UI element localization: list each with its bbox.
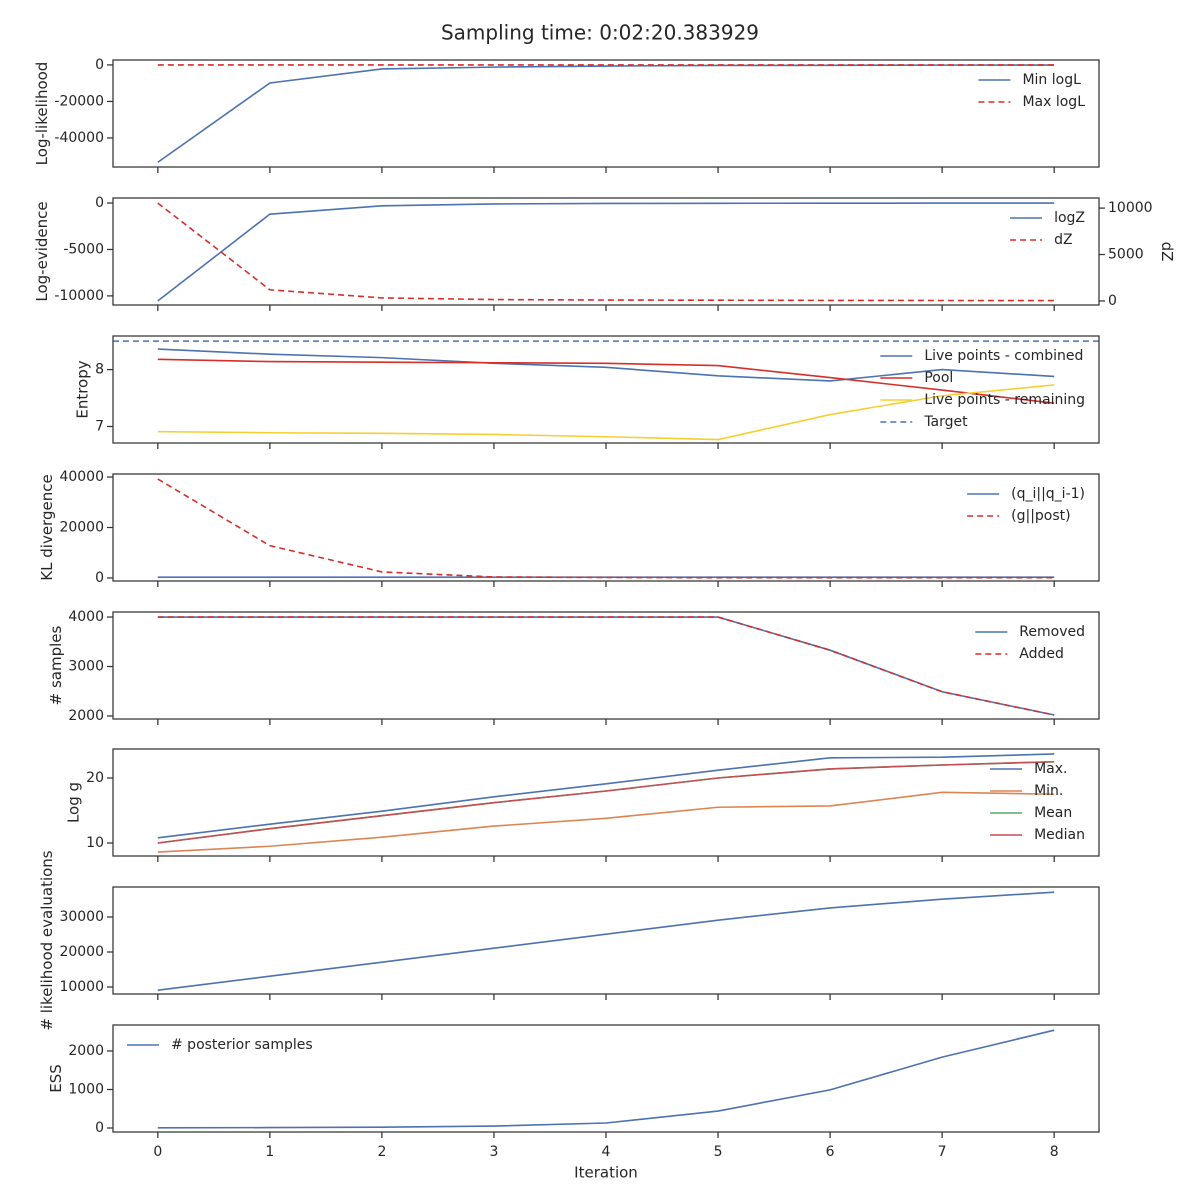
x-tick-label: 5 — [714, 1144, 723, 1160]
series-line — [157, 891, 1055, 991]
y-tick-label: 20000 — [59, 520, 104, 536]
legend-label: Target — [923, 414, 968, 430]
axes-frame — [112, 59, 1100, 168]
y-tick-label: 0 — [95, 57, 104, 73]
legend-label: Max. — [1034, 761, 1067, 777]
axes-frame — [112, 1024, 1100, 1133]
figure-title: Sampling time: 0:02:20.383929 — [441, 21, 759, 45]
y2-tick-label: 10000 — [1108, 200, 1153, 216]
axes-frame — [112, 611, 1100, 720]
axes-frame — [112, 335, 1100, 444]
legend-label: Max logL — [1022, 94, 1085, 110]
legend-label: # posterior samples — [171, 1037, 313, 1053]
y2-tick-label: 0 — [1108, 293, 1117, 309]
x-tick-label: 4 — [602, 1144, 611, 1160]
y-tick-label: 30000 — [59, 909, 104, 925]
legend-label: Live points - combined — [924, 348, 1083, 364]
x-tick-label: 3 — [489, 1144, 498, 1160]
y-tick-label: 4000 — [68, 609, 104, 625]
legend-label: Min. — [1034, 783, 1063, 799]
y-tick-label: -5000 — [63, 241, 104, 257]
y-tick-label: 10000 — [59, 979, 104, 995]
series-line — [157, 478, 1055, 579]
y-tick-label: 3000 — [68, 659, 104, 675]
legend: logZ dZ — [1010, 210, 1085, 248]
y-tick-label: 0 — [95, 570, 104, 586]
y-axis-label: Log g — [65, 782, 83, 823]
legend-label: Min logL — [1022, 72, 1081, 88]
x-tick-label: 6 — [826, 1144, 835, 1160]
axes-frame — [112, 748, 1100, 857]
series-line — [157, 202, 1055, 302]
y-tick-label: 1000 — [68, 1081, 104, 1097]
legend: Max. Min. Mean Median — [990, 761, 1085, 843]
legend-label: (g||post) — [1011, 508, 1070, 524]
x-tick-label: 1 — [265, 1144, 274, 1160]
y-tick-label: 20000 — [59, 944, 104, 960]
legend-label: (q_i||q_i-1) — [1011, 486, 1085, 502]
axes-frame — [112, 473, 1100, 582]
series-line — [157, 202, 1055, 302]
y-axis-label: ESS — [47, 1064, 65, 1093]
legend-label: Mean — [1034, 805, 1072, 821]
x-tick-label: 7 — [938, 1144, 947, 1160]
series-line — [157, 616, 1055, 716]
series-line — [157, 348, 1055, 382]
y-axis-label: Entropy — [74, 360, 92, 418]
series-line — [157, 616, 1055, 716]
series-line — [157, 760, 1055, 844]
y-axis-label: KL divergence — [38, 474, 56, 580]
series-line — [157, 358, 1055, 404]
series-line — [157, 760, 1055, 844]
axes-frame — [112, 886, 1100, 995]
legend: (q_i||q_i-1) (g||post) — [967, 486, 1085, 524]
y-tick-label: 2000 — [68, 708, 104, 724]
y-tick-label: 10 — [86, 835, 104, 851]
legend-label: logZ — [1054, 210, 1085, 226]
legend-label: dZ — [1054, 232, 1072, 248]
y-tick-label: -10000 — [54, 288, 104, 304]
y-axis-label: # likelihood evaluations — [38, 850, 56, 1030]
x-tick-label: 8 — [1050, 1144, 1059, 1160]
y-tick-label: 40000 — [59, 469, 104, 485]
y-tick-label: 8 — [95, 362, 104, 378]
legend: Removed Added — [975, 624, 1085, 662]
y-tick-label: 2000 — [68, 1043, 104, 1059]
series-line — [157, 1029, 1055, 1129]
y-tick-label: 20 — [86, 770, 104, 786]
legend-label: Pool — [924, 370, 953, 386]
legend-label: Live points - remaining — [924, 392, 1085, 408]
x-axis-label: Iteration — [574, 1164, 638, 1182]
y2-axis-label: dZ — [1158, 242, 1176, 262]
y-axis-label: # samples — [47, 625, 65, 705]
x-tick-label: 0 — [153, 1144, 162, 1160]
legend: Min logL Max logL — [978, 72, 1085, 110]
legend: Live points - combined Pool Live points - … — [880, 348, 1085, 430]
y2-tick-label: 5000 — [1108, 247, 1144, 263]
y-tick-label: 7 — [95, 418, 104, 434]
series-line — [157, 753, 1055, 839]
y-tick-label: -20000 — [54, 93, 104, 109]
legend-label: Added — [1019, 646, 1064, 662]
y-axis-label: Log-evidence — [33, 201, 51, 301]
y-tick-label: -40000 — [54, 130, 104, 146]
legend: # posterior samples — [127, 1037, 313, 1053]
legend-label: Removed — [1019, 624, 1085, 640]
legend-label: Median — [1034, 827, 1085, 843]
x-tick-label: 2 — [377, 1144, 386, 1160]
series-line — [157, 384, 1055, 441]
y-tick-label: 0 — [95, 1120, 104, 1136]
series-line — [157, 64, 1055, 163]
axes-frame — [112, 197, 1100, 306]
y-tick-label: 0 — [95, 195, 104, 211]
series-line — [157, 791, 1055, 853]
y-axis-label: Log-likelihood — [33, 62, 51, 166]
